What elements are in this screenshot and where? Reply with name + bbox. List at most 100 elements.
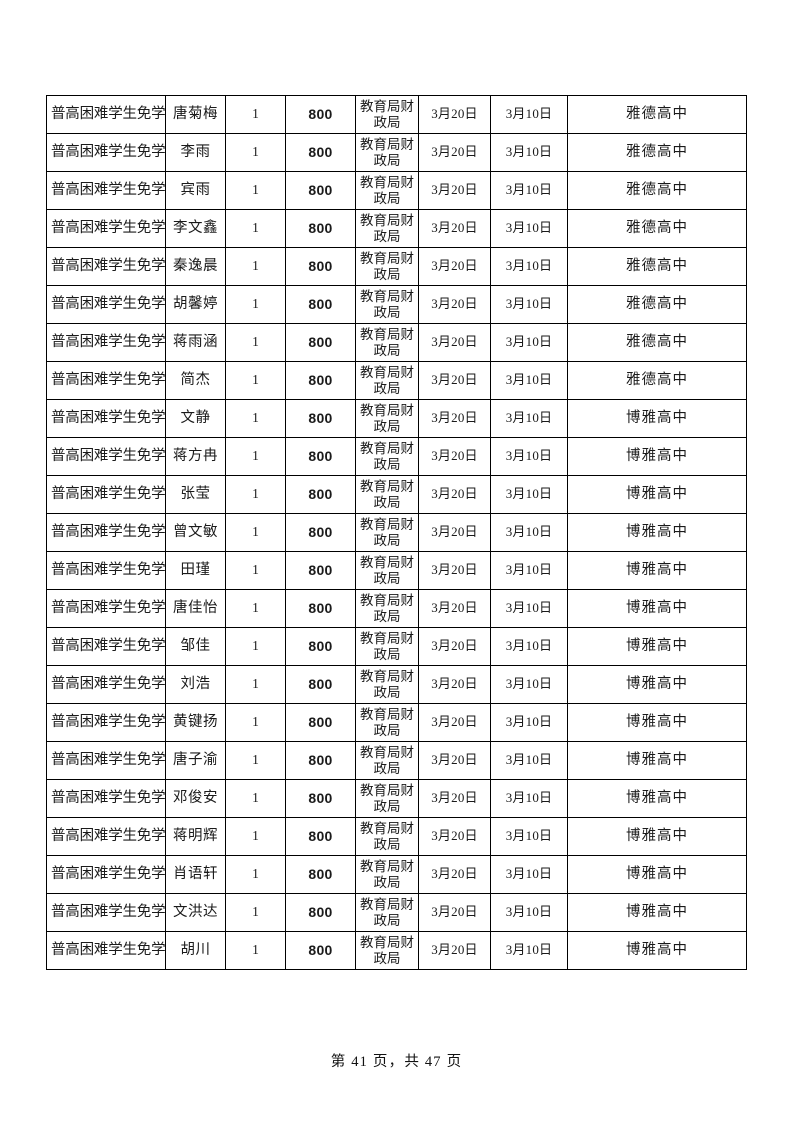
cell-amount-text: 800: [308, 333, 333, 350]
cell-program: 普高困难学生免学费: [46, 285, 166, 324]
cell-program-text: 普高困难学生免学费: [51, 486, 166, 503]
cell-student-name-text: 李雨: [180, 144, 211, 161]
cell-count-text: 1: [252, 676, 259, 692]
cell-count: 1: [225, 475, 286, 514]
cell-funding-source-text: 教育局财政局: [360, 326, 414, 358]
cell-student-name: 邹佳: [165, 627, 226, 666]
cell-date-primary: 3月20日: [418, 855, 491, 894]
cell-student-name: 曾文敏: [165, 513, 226, 552]
cell-date-primary-text: 3月20日: [431, 182, 478, 198]
cell-date-secondary: 3月10日: [490, 361, 568, 400]
cell-date-secondary-text: 3月10日: [505, 144, 553, 160]
cell-date-primary-text: 3月20日: [431, 600, 478, 616]
cell-date-secondary-text: 3月10日: [505, 106, 553, 122]
cell-program-text: 普高困难学生免学费: [51, 296, 166, 313]
cell-school: 雅德高中: [567, 171, 747, 210]
cell-funding-source-text: 教育局财政局: [360, 554, 414, 586]
table-row: 普高困难学生免学费邓俊安 1 800 教育局财政局 3月20日 3月10日 博雅高中: [46, 779, 747, 818]
cell-program-text: 普高困难学生免学费: [51, 714, 166, 731]
cell-student-name: 邓俊安: [165, 779, 226, 818]
cell-count: 1: [225, 323, 286, 362]
cell-program-text: 普高困难学生免学费: [51, 106, 166, 123]
cell-date-secondary: 3月10日: [490, 247, 568, 286]
cell-date-primary: 3月20日: [418, 399, 491, 438]
cell-student-name: 文洪达: [165, 893, 226, 932]
cell-funding-source-text: 教育局财政局: [360, 668, 414, 700]
cell-date-primary: 3月20日: [418, 209, 491, 248]
cell-program-text: 普高困难学生免学费: [51, 258, 166, 275]
cell-funding-source-text: 教育局财政局: [360, 820, 414, 852]
cell-amount-text: 800: [308, 561, 333, 578]
cell-funding-source-text: 教育局财政局: [360, 592, 414, 624]
cell-school: 博雅高中: [567, 665, 747, 704]
cell-date-secondary-text: 3月10日: [505, 410, 553, 426]
cell-date-secondary-text: 3月10日: [505, 866, 553, 882]
table-row: 普高困难学生免学费田瑾 1 800 教育局财政局 3月20日 3月10日 博雅高中: [46, 551, 747, 590]
cell-funding-source-text: 教育局财政局: [360, 934, 414, 966]
cell-date-primary-text: 3月20日: [431, 106, 478, 122]
cell-school-text: 博雅高中: [626, 410, 688, 427]
cell-date-secondary-text: 3月10日: [505, 752, 553, 768]
cell-amount: 800: [285, 323, 356, 362]
table-row: 普高困难学生免学费唐佳怡 1 800 教育局财政局 3月20日 3月10日 博雅高中: [46, 589, 747, 628]
cell-school-text: 博雅高中: [626, 562, 688, 579]
cell-count-text: 1: [252, 866, 259, 882]
cell-program: 普高困难学生免学费: [46, 627, 166, 666]
cell-funding-source: 教育局财政局: [355, 513, 419, 552]
cell-date-primary-text: 3月20日: [431, 448, 478, 464]
cell-student-name: 简杰: [165, 361, 226, 400]
cell-date-secondary: 3月10日: [490, 855, 568, 894]
cell-count-text: 1: [252, 372, 259, 388]
cell-date-primary-text: 3月20日: [431, 562, 478, 578]
cell-program: 普高困难学生免学费: [46, 893, 166, 932]
cell-program: 普高困难学生免学费: [46, 741, 166, 780]
cell-program: 普高困难学生免学费: [46, 551, 166, 590]
cell-amount: 800: [285, 361, 356, 400]
cell-amount: 800: [285, 95, 356, 134]
cell-program: 普高困难学生免学费: [46, 133, 166, 172]
cell-program: 普高困难学生免学费: [46, 95, 166, 134]
cell-date-secondary-text: 3月10日: [505, 372, 553, 388]
cell-school: 博雅高中: [567, 893, 747, 932]
cell-amount: 800: [285, 437, 356, 476]
cell-amount-text: 800: [308, 675, 333, 692]
cell-amount-text: 800: [308, 257, 333, 274]
cell-date-primary-text: 3月20日: [431, 676, 478, 692]
cell-amount-text: 800: [308, 409, 333, 426]
cell-student-name-text: 唐子渝: [173, 752, 218, 769]
cell-school: 博雅高中: [567, 779, 747, 818]
cell-program: 普高困难学生免学费: [46, 437, 166, 476]
cell-program-text: 普高困难学生免学费: [51, 600, 166, 617]
cell-funding-source: 教育局财政局: [355, 95, 419, 134]
cell-school-text: 博雅高中: [626, 676, 688, 693]
cell-funding-source-text: 教育局财政局: [360, 288, 414, 320]
cell-date-secondary: 3月10日: [490, 741, 568, 780]
cell-date-secondary: 3月10日: [490, 703, 568, 742]
cell-date-secondary-text: 3月10日: [505, 220, 553, 236]
cell-student-name-text: 邹佳: [180, 638, 211, 655]
cell-school-text: 博雅高中: [626, 752, 688, 769]
cell-count: 1: [225, 209, 286, 248]
cell-school: 雅德高中: [567, 209, 747, 248]
cell-date-secondary: 3月10日: [490, 551, 568, 590]
cell-funding-source-text: 教育局财政局: [360, 364, 414, 396]
cell-count: 1: [225, 399, 286, 438]
table-row: 普高困难学生免学费李雨 1 800 教育局财政局 3月20日 3月10日 雅德高中: [46, 133, 747, 172]
cell-count-text: 1: [252, 752, 259, 768]
cell-school-text: 博雅高中: [626, 790, 688, 807]
cell-school-text: 博雅高中: [626, 600, 688, 617]
cell-date-primary: 3月20日: [418, 437, 491, 476]
cell-school-text: 博雅高中: [626, 486, 688, 503]
cell-funding-source-text: 教育局财政局: [360, 478, 414, 510]
cell-funding-source: 教育局财政局: [355, 475, 419, 514]
cell-student-name-text: 肖语轩: [173, 866, 218, 883]
cell-school-text: 雅德高中: [626, 296, 688, 313]
cell-funding-source: 教育局财政局: [355, 285, 419, 324]
cell-student-name-text: 蒋方冉: [173, 448, 218, 465]
cell-program-text: 普高困难学生免学费: [51, 562, 166, 579]
cell-student-name-text: 刘浩: [180, 676, 211, 693]
cell-student-name-text: 胡川: [180, 942, 211, 959]
cell-school-text: 博雅高中: [626, 714, 688, 731]
cell-student-name: 肖语轩: [165, 855, 226, 894]
cell-funding-source-text: 教育局财政局: [360, 174, 414, 206]
